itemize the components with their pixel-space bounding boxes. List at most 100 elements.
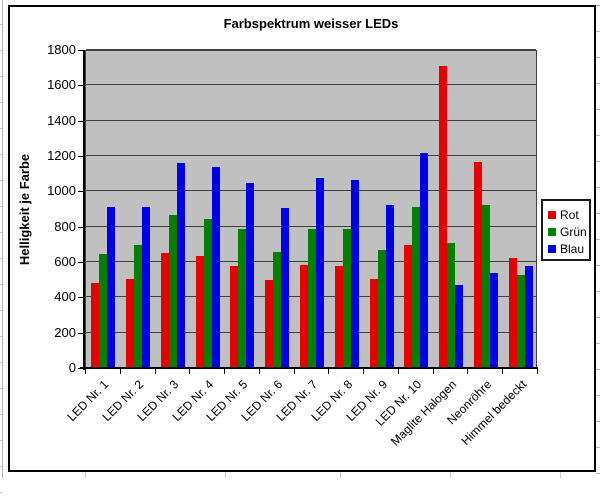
x-tick-mark-9 — [397, 369, 399, 374]
sheet-row-line — [0, 102, 2, 103]
sheet-row-line — [0, 180, 2, 181]
sheet-row-line — [596, 369, 600, 370]
x-tick-mark-10 — [432, 369, 434, 374]
bar-grün-2 — [134, 245, 143, 367]
chart-frame: Farbspektrum weisser LEDs Helligkeit je … — [8, 5, 596, 472]
sheet-row-line — [0, 128, 2, 129]
y-axis-title-text: Helligkeit je Farbe — [17, 153, 33, 265]
sheet-row-line — [596, 31, 600, 32]
sheet-row-line — [596, 109, 600, 110]
legend-swatch-icon — [548, 244, 556, 253]
y-tick-mark-600 — [78, 262, 83, 263]
sheet-row-line — [596, 213, 600, 214]
bar-group-10 — [399, 51, 434, 367]
sheet-row-line — [596, 291, 600, 292]
bar-blau-6 — [281, 208, 290, 367]
x-tick-mark-12 — [502, 369, 504, 374]
bar-grün-13 — [516, 275, 525, 367]
sheet-column-line — [450, 472, 451, 478]
bar-blau-3 — [176, 162, 185, 367]
x-tick-mark-7 — [328, 369, 330, 374]
bar-rot-4 — [195, 255, 204, 367]
x-tick-mark-13 — [537, 369, 538, 374]
sheet-row-line — [0, 154, 2, 155]
legend-label: Blau — [560, 241, 585, 256]
bar-group-13 — [503, 51, 538, 367]
bar-blau-10 — [420, 153, 429, 367]
legend-label: Grün — [560, 224, 587, 239]
sheet-row-line — [596, 395, 600, 396]
bar-blau-13 — [524, 266, 533, 367]
sheet-row-line — [0, 336, 2, 337]
sheet-row-line — [596, 161, 600, 162]
sheet-row-line — [596, 343, 600, 344]
bar-grün-10 — [412, 207, 421, 367]
y-axis-title: Helligkeit je Farbe — [12, 50, 38, 368]
bar-group-3 — [156, 51, 191, 367]
x-tick-mark-8 — [363, 369, 365, 374]
sheet-row-line — [0, 258, 2, 259]
legend-swatch-icon — [548, 210, 556, 219]
bar-group-8 — [329, 51, 364, 367]
gridline-1400 — [86, 119, 536, 121]
sheet-row-line — [596, 447, 600, 448]
chart-title: Farbspektrum weisser LEDs — [223, 16, 399, 31]
bar-grün-4 — [203, 218, 212, 367]
bar-blau-11 — [455, 284, 464, 367]
x-tick-mark-5 — [258, 369, 260, 374]
bar-group-2 — [121, 51, 156, 367]
bar-rot-6 — [265, 280, 274, 367]
bar-group-12 — [468, 51, 503, 367]
bar-rot-5 — [230, 266, 239, 367]
bar-rot-8 — [334, 266, 343, 367]
sheet-column-line — [560, 472, 561, 478]
x-tick-mark-4 — [224, 369, 226, 374]
x-axis-line — [80, 367, 538, 369]
bar-grün-12 — [481, 205, 490, 367]
x-tick-mark-11 — [467, 369, 469, 374]
gridline-1600 — [86, 84, 536, 86]
bar-group-9 — [364, 51, 399, 367]
sheet-row-line — [596, 187, 600, 188]
x-tick-mark-0 — [85, 369, 86, 374]
bar-group-11 — [434, 51, 469, 367]
sheet-row-line — [596, 421, 600, 422]
bar-group-4 — [190, 51, 225, 367]
sheet-row-line — [0, 24, 2, 25]
x-tick-mark-2 — [154, 369, 156, 374]
bar-grün-6 — [273, 252, 282, 367]
bar-rot-13 — [508, 258, 517, 367]
y-tick-label-1400: 1400 — [47, 112, 76, 128]
plot-area — [85, 49, 538, 368]
legend-item-grün: Grün — [548, 223, 589, 240]
bar-blau-8 — [350, 179, 359, 367]
legend-swatch-icon — [548, 227, 556, 236]
bar-blau-9 — [385, 205, 394, 367]
y-tick-mark-800 — [78, 226, 83, 228]
bar-rot-1 — [91, 283, 100, 367]
sheet-row-line — [0, 76, 2, 77]
y-tick-label-0: 0 — [68, 360, 76, 375]
bar-blau-2 — [142, 207, 151, 367]
bar-grün-7 — [307, 229, 316, 367]
sheet-column-line — [225, 472, 226, 478]
y-tick-mark-1800 — [78, 50, 83, 51]
y-tick-label-1800: 1800 — [47, 42, 76, 57]
sheet-row-line — [0, 388, 2, 389]
gridline-1200 — [86, 155, 536, 156]
sheet-row-line — [0, 466, 2, 467]
bar-group-6 — [260, 51, 295, 367]
y-tick-label-400: 400 — [54, 289, 76, 305]
sheet-row-line — [0, 232, 2, 233]
sheet-row-line — [596, 135, 600, 136]
sheet-row-line — [0, 414, 2, 415]
gridline-1000 — [86, 190, 536, 192]
sheet-row-line — [596, 239, 600, 240]
y-tick-mark-1200 — [78, 156, 83, 157]
legend-items: Rot Grün Blau — [548, 206, 589, 257]
legend-item-blau: Blau — [548, 240, 589, 257]
y-tick-label-1200: 1200 — [47, 148, 76, 163]
legend-box: Rot Grün Blau — [541, 199, 591, 261]
sheet-row-line — [596, 83, 600, 84]
bar-blau-4 — [211, 167, 220, 367]
